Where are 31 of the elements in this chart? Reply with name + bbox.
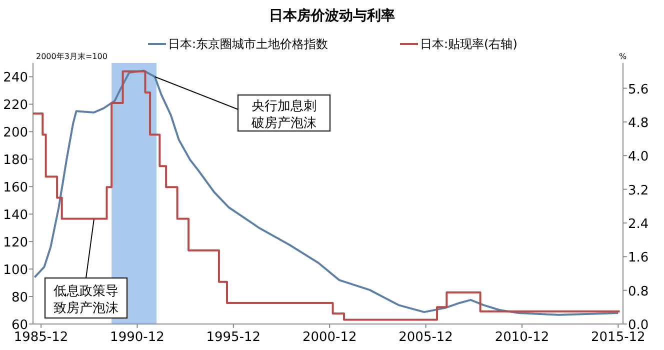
x-tick-label: 1990-12 [110,330,164,345]
y2-tick-label: 2.4 [628,216,649,232]
y-tick-label: 80 [11,290,28,306]
y-tick-label: 100 [3,263,28,278]
y-tick-label: 180 [3,153,28,168]
y-tick-label: 220 [3,98,28,114]
annotation: 低息政策导致房产泡沫 [54,284,118,316]
y2-tick-label: 0.8 [628,284,649,300]
y2-tick-label: 4.0 [628,150,649,165]
annotation: 央行加息刺破房产泡沫 [250,99,316,131]
y-tick-label: 140 [3,208,28,224]
legend-label: 日本:贴现率(右轴) [420,37,518,51]
y-tick-label: 200 [3,126,28,141]
text: 2000年3月末=100 [36,52,108,61]
x-tick-label: 2015-12 [591,330,646,345]
x-tick-label: 1985-12 [14,330,68,345]
y-tick-label: 120 [3,236,28,251]
y2-tick-label: 3.2 [628,183,649,198]
y2-tick-label: 1.6 [628,250,649,266]
y-tick-label: 240 [3,70,28,86]
text: % [619,52,627,61]
y2-tick-label: 4.8 [628,116,649,131]
x-tick-label: 1995-12 [206,330,261,345]
x-tick-label: 2005-12 [398,330,453,345]
y-tick-label: 60 [11,318,28,333]
y-tick-label: 160 [3,180,28,196]
x-tick-label: 2000-12 [302,330,357,345]
legend-label: 日本:东京圈城市土地价格指数 [168,37,328,51]
x-tick-label: 2010-12 [494,330,550,345]
chart-title: 日本房价波动与利率 [269,7,395,24]
y2-tick-label: 5.6 [628,82,649,98]
